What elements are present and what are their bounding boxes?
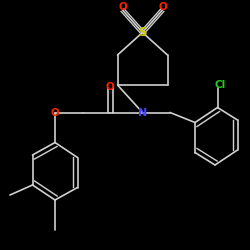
Text: O: O (50, 108, 59, 118)
Text: O: O (158, 2, 167, 12)
Text: S: S (138, 26, 147, 39)
Text: Cl: Cl (214, 80, 226, 90)
Text: O: O (118, 2, 127, 12)
Text: N: N (138, 108, 147, 118)
Text: O: O (106, 82, 114, 92)
